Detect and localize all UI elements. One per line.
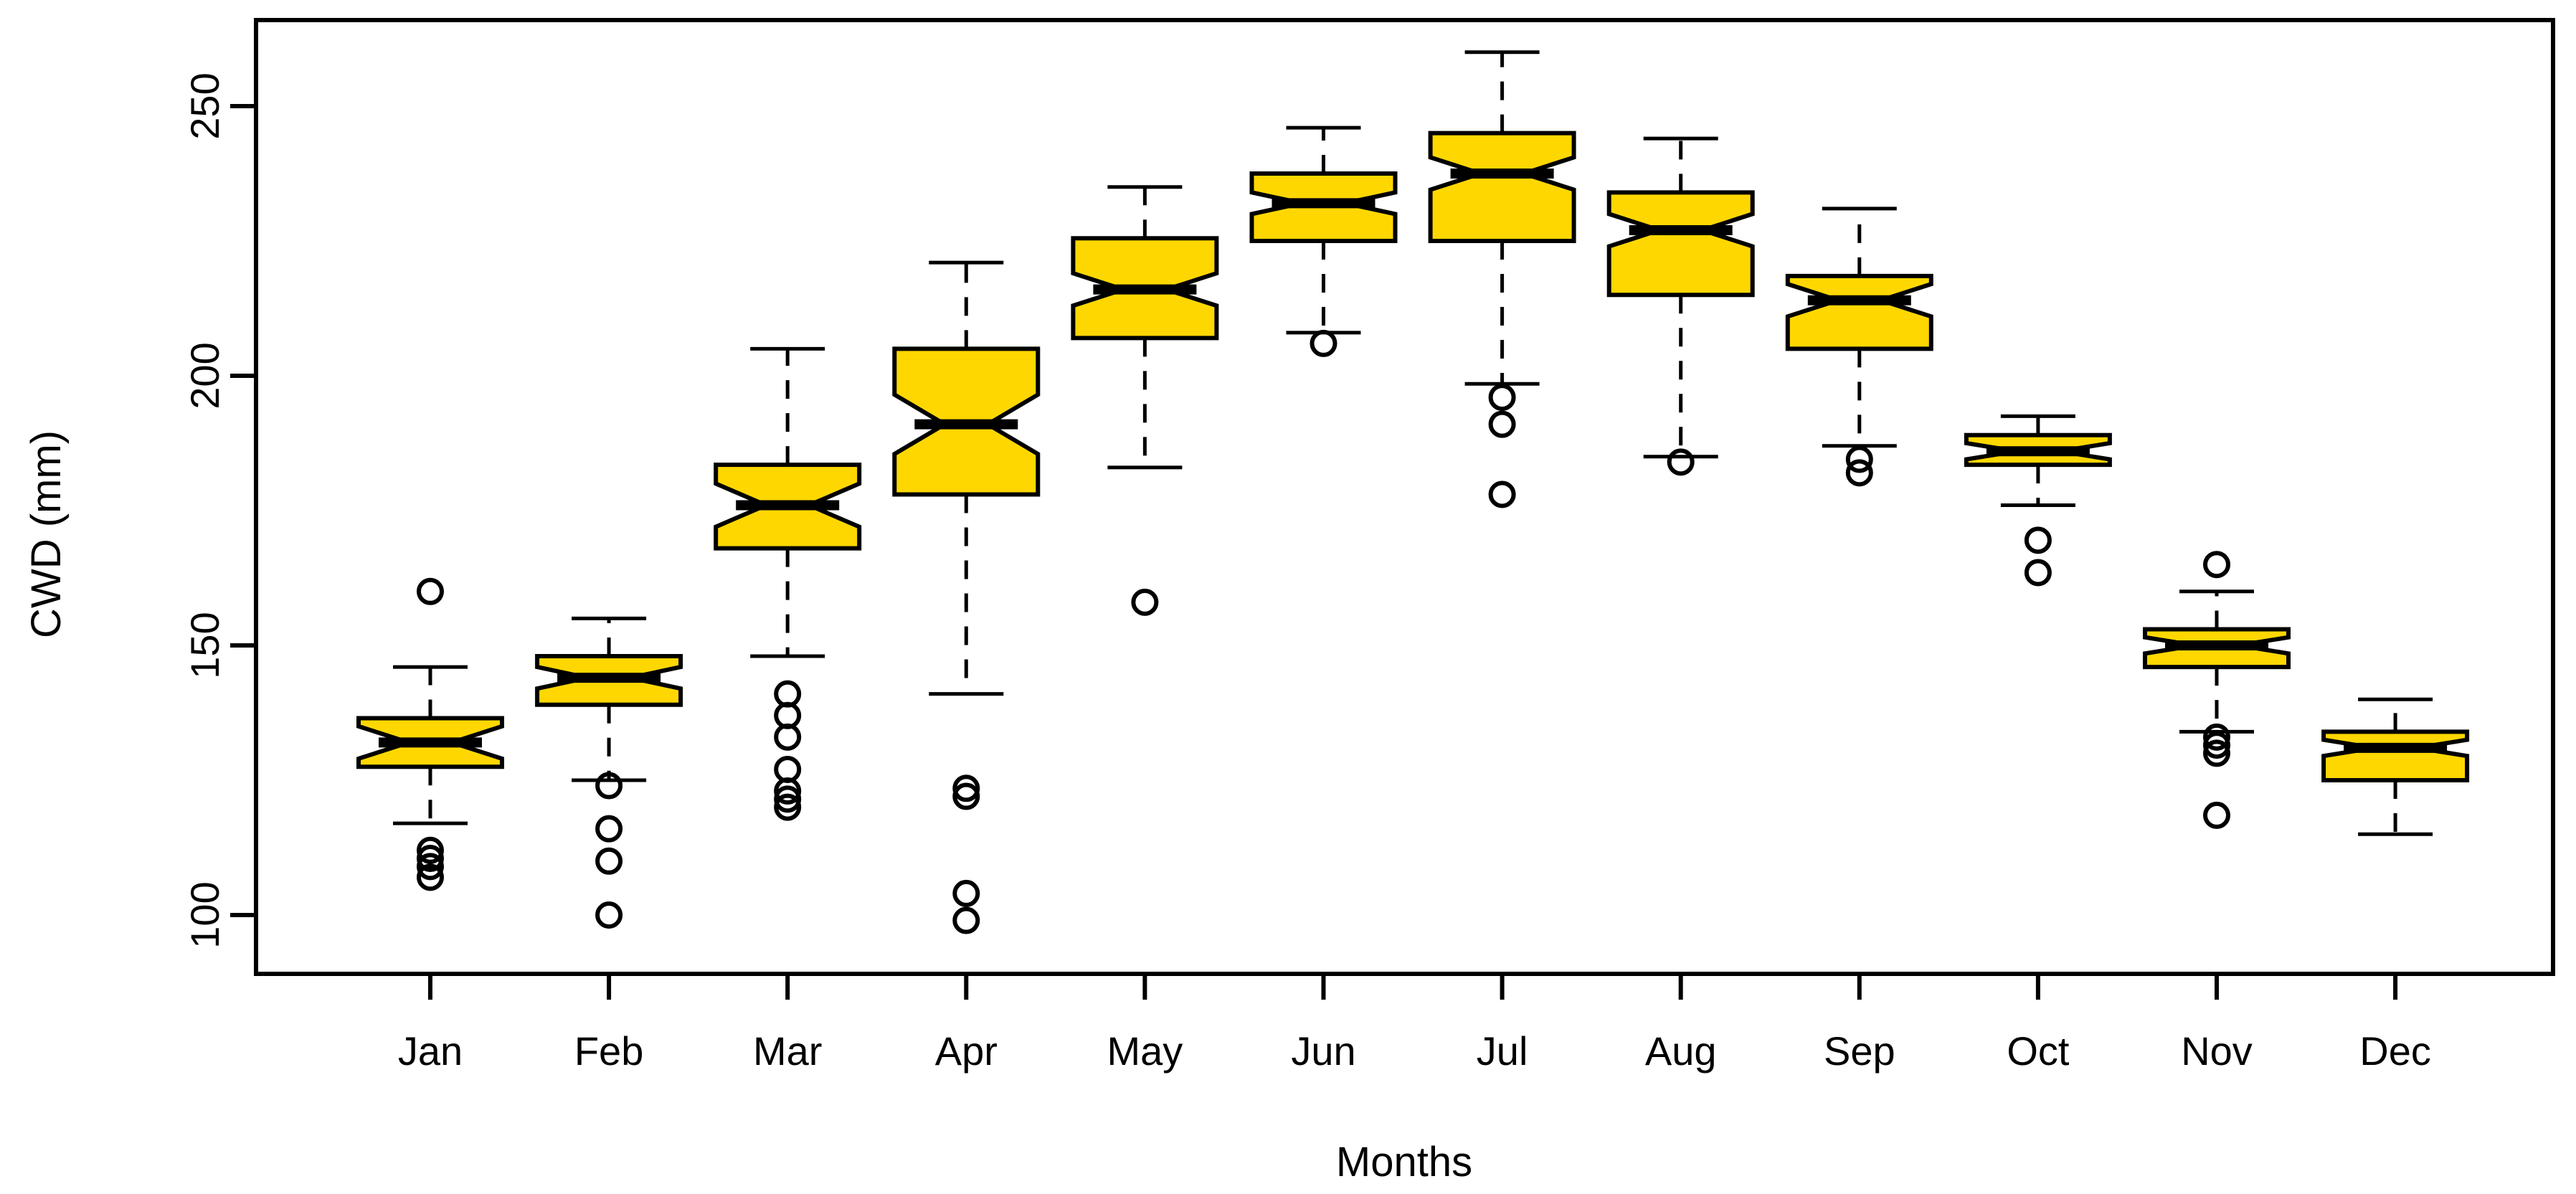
x-tick-label: Oct — [2007, 1028, 2070, 1074]
outlier-point-feb — [595, 815, 623, 843]
outlier-point-feb — [595, 901, 623, 929]
x-tick-label: Aug — [1645, 1028, 1717, 1074]
x-tick-label: Mar — [753, 1028, 822, 1074]
outlier-point-jan — [417, 853, 444, 881]
outlier-point-apr — [952, 782, 980, 810]
outlier-point-mar — [774, 723, 802, 751]
outlier-point-jan — [417, 577, 444, 605]
x-tick-label: Feb — [574, 1028, 644, 1074]
outlier-point-jan — [417, 836, 444, 864]
outlier-point-apr — [952, 906, 980, 934]
x-tick-label: May — [1107, 1028, 1183, 1074]
outlier-point-sep — [1845, 445, 1873, 473]
outlier-point-nov — [2203, 731, 2230, 759]
y-tick-label: 100 — [182, 881, 227, 948]
x-tick-label: Apr — [935, 1028, 998, 1074]
box-aug — [1606, 190, 1755, 298]
outlier-point-jun — [1310, 329, 1337, 357]
box-jul — [1428, 131, 1576, 243]
outlier-point-apr — [952, 879, 980, 907]
x-tick-label: Dec — [2359, 1028, 2431, 1074]
y-tick-label: 200 — [182, 342, 227, 409]
plot-border — [254, 18, 2555, 976]
outlier-point-feb — [595, 772, 623, 800]
outlier-point-jul — [1488, 410, 1516, 438]
outlier-point-apr — [952, 774, 980, 802]
outlier-point-jul — [1488, 480, 1516, 508]
boxplot-marks: 100 150 200 250 Jan Feb Mar Apr May Jun Jul Aug Sep O… — [182, 50, 2470, 1074]
outlier-point-mar — [774, 777, 802, 805]
y-tick-label: 150 — [182, 612, 227, 678]
x-tick-label: Jan — [398, 1028, 463, 1074]
outlier-point-oct — [2024, 526, 2052, 554]
outlier-point-nov — [2203, 739, 2230, 767]
outlier-point-jan — [417, 845, 444, 873]
x-axis-title: Months — [1336, 1139, 1472, 1185]
outlier-point-nov — [2203, 551, 2230, 579]
x-tick-label: Sep — [1824, 1028, 1895, 1074]
outlier-point-mar — [774, 785, 802, 813]
box-dec — [2321, 729, 2470, 782]
x-tick-label: Jul — [1477, 1028, 1528, 1074]
x-tick-label: Nov — [2181, 1028, 2253, 1074]
outlier-point-oct — [2024, 559, 2052, 587]
y-axis-title: CWD (mm) — [23, 430, 70, 638]
outlier-point-may — [1131, 588, 1159, 616]
box-sep — [1785, 273, 1933, 351]
x-tick-label: Jun — [1291, 1028, 1355, 1074]
outlier-point-jan — [417, 863, 444, 891]
outlier-point-nov — [2203, 801, 2230, 829]
outlier-point-jul — [1488, 384, 1516, 412]
outlier-point-aug — [1667, 448, 1695, 476]
outlier-point-nov — [2203, 723, 2230, 751]
outlier-point-sep — [1845, 459, 1873, 487]
y-tick-label: 250 — [182, 72, 227, 139]
outlier-point-feb — [595, 847, 623, 875]
outlier-point-mar — [774, 793, 802, 821]
